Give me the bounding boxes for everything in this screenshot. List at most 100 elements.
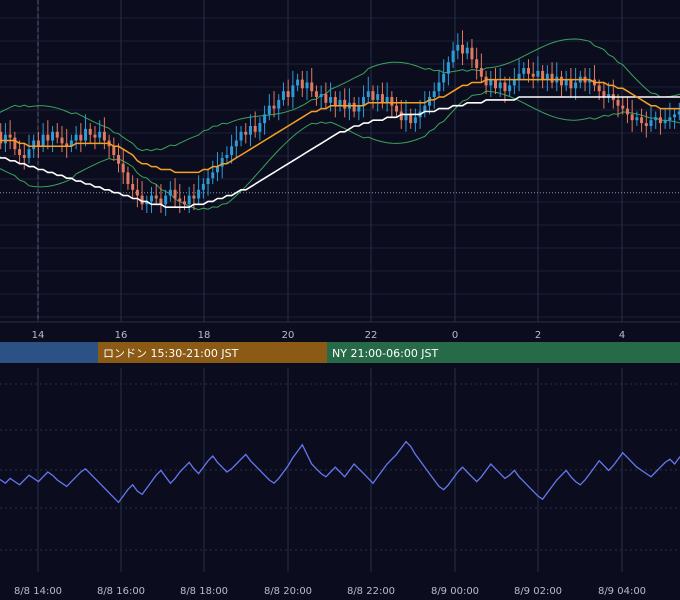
sma-short-line [0,78,680,174]
candle-body [8,134,12,138]
oscillator-line [0,440,680,504]
candle-body [494,79,498,89]
candle-body [182,201,186,205]
candle-body [616,99,620,106]
bottom-tick-label: 8/9 04:00 [598,586,646,597]
candle-body [668,117,672,121]
candle-body [55,131,59,138]
candle-body [522,68,526,74]
candle-body [597,85,601,92]
top-tick-label: 4 [619,330,625,341]
top-tick-label: 14 [32,330,45,341]
candle-body [428,97,432,106]
candle-body [489,79,493,86]
bottom-tick-label: 8/8 20:00 [264,586,312,597]
bottom-tick-label: 8/8 14:00 [14,586,62,597]
candle-body [635,117,639,121]
candle-body [479,68,483,77]
candle-body [286,91,290,97]
candle-body [206,178,210,184]
top-tick-label: 0 [452,330,458,341]
candle-body [36,140,40,147]
candle-body [380,94,384,103]
candle-body [588,79,592,83]
session-bar [98,342,327,363]
candle-body [131,184,135,190]
candle-body [0,131,3,144]
candle-body [314,91,318,97]
candle-body [456,44,460,51]
candle-body [324,94,328,103]
candle-body [305,82,309,89]
candle-body [409,114,413,124]
candle-body [126,172,130,184]
top-tick-label: 16 [115,330,128,341]
top-tick-label: 20 [282,330,295,341]
candle-body [503,82,507,92]
candle-body [60,137,64,144]
candle-body [220,157,224,167]
candle-body [135,189,139,196]
candle-body [263,114,267,124]
candle-body [27,149,31,158]
candle-body [164,195,168,205]
candle-body [98,131,102,138]
candle-body [673,114,677,118]
candle-body [508,85,512,92]
candle-body [484,76,488,86]
candle-body [423,105,427,112]
candle-body [352,102,356,112]
session-bar [327,342,680,363]
candle-body [404,114,408,121]
lower-band-line [0,90,680,211]
candle-body [385,97,389,103]
top-tick-label: 22 [365,330,378,341]
candle-body [225,155,229,158]
candle-body [649,120,653,126]
candle-body [390,97,394,106]
candle-body [574,82,578,89]
candle-body [310,82,314,92]
candle-body [475,59,479,68]
candle-body [564,79,568,86]
candle-body [442,73,446,83]
candle-body [102,131,106,141]
candle-body [150,195,154,202]
candle-body [362,97,366,106]
bottom-tick-label: 8/9 00:00 [431,586,479,597]
session-label: ロンドン 15:30-21:00 JST [103,347,239,360]
candle-body [79,134,83,141]
candle-body [192,195,196,199]
candle-body [677,111,680,115]
candle-body [159,198,163,205]
candle-body [366,91,370,97]
candle-body [559,76,563,86]
candle-body [248,126,252,135]
candle-body [211,172,215,179]
session-bar [0,342,98,363]
candle-body [329,97,333,103]
candle-body [343,99,347,109]
candle-body [3,134,7,144]
candle-body [93,134,97,138]
candle-body [630,114,634,121]
candle-body [550,73,554,83]
candle-body [84,128,88,141]
candle-body [517,73,521,80]
candle-body [437,82,441,92]
candle-body [253,126,257,132]
candle-body [536,70,540,77]
candle-body [277,99,281,109]
candle-body [446,62,450,74]
candle-body [13,137,17,150]
candle-body [621,105,625,109]
candle-body [197,189,201,199]
candle-body [545,73,549,80]
candle-body [112,146,116,155]
candle-body [371,91,375,100]
candle-body [258,123,262,132]
candle-body [625,108,629,115]
candle-body [300,79,304,89]
